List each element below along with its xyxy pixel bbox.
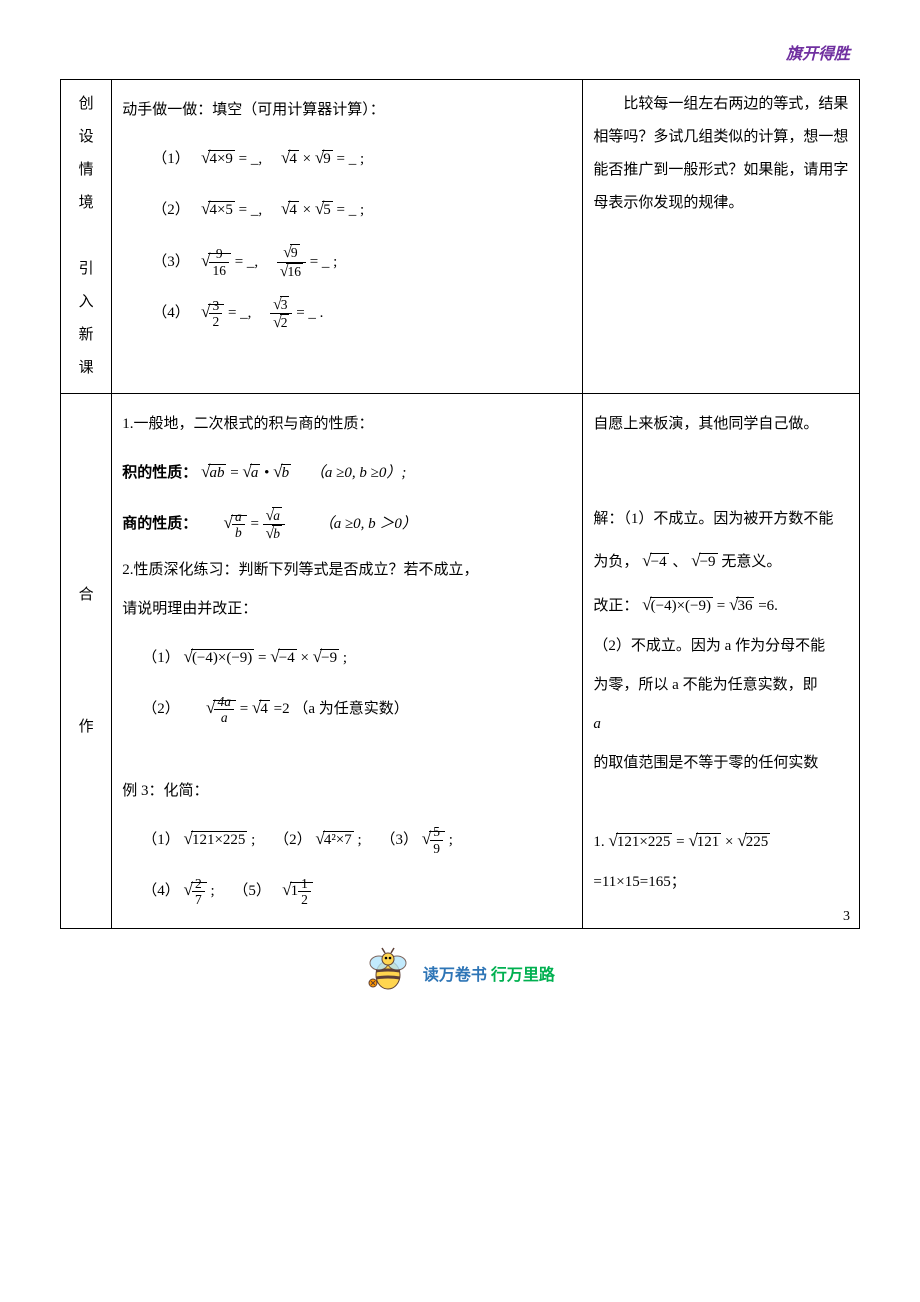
practice-1: （1） √(−4)×(−9) = √−4 × √−9 ;	[122, 636, 572, 677]
practice-intro-a: 2.性质深化练习：判断下列等式是否成立？若不成立，	[122, 554, 572, 587]
lesson-table: 创设情境引入新课 动手做一做：填空（可用计算器计算）： （1） √4×9 = _…	[60, 79, 860, 929]
property-intro: 1.一般地，二次根式的积与商的性质：	[122, 408, 572, 441]
table-row: 合作 1.一般地，二次根式的积与商的性质： 积的性质： √ab = √a • √…	[61, 394, 860, 929]
page-footer: 读万卷书 行万里路	[60, 945, 860, 1000]
solution-2d: 的取值范围是不等于零的任何实数	[593, 747, 849, 780]
note-volunteer: 自愿上来板演，其他同学自己做。	[593, 408, 849, 441]
solution-1a: 解：（1）不成立。因为被开方数不能	[593, 503, 849, 536]
fill-item-2: （2） √4×5 = _, √4 × √5 = _ ;	[122, 188, 572, 229]
practice-2: （2） √4aa = √4 =2 （a 为任意实数）	[122, 687, 572, 728]
section-note-2: 自愿上来板演，其他同学自己做。 解：（1）不成立。因为被开方数不能 为负， √−…	[583, 394, 860, 929]
section-label-2: 合作	[61, 394, 112, 929]
section-content-1: 动手做一做：填空（可用计算器计算）： （1） √4×9 = _, √4 × √9…	[112, 80, 583, 394]
solution-2a: （2）不成立。因为 a 作为分母不能	[593, 630, 849, 663]
footer-text: 读万卷书 行万里路	[423, 961, 555, 985]
intro-text: 动手做一做：填空（可用计算器计算）：	[122, 94, 572, 127]
fill-item-4: （4） √32 = _, √3√2 = _ .	[122, 291, 572, 332]
calc-2: =11×15=165；	[593, 866, 849, 899]
section-label-1: 创设情境引入新课	[61, 80, 112, 394]
example3-line2: （4） √27 ; （5） √112	[122, 869, 572, 910]
correction: 改正： √(−4)×(−9) = √36 =6.	[593, 586, 849, 624]
product-property: 积的性质： √ab = √a • √b （a ≥0, b ≥0）;	[122, 451, 572, 492]
section-note-1: 比较每一组左右两边的等式，结果相等吗？多试几组类似的计算，想一想能否推广到一般形…	[583, 80, 860, 394]
example3-line1: （1） √121×225 ; （2） √4²×7 ; （3） √59 ;	[122, 818, 572, 859]
fill-item-1: （1） √4×9 = _, √4 × √9 = _ ;	[122, 137, 572, 178]
calc-1: 1. √121×225 = √121 × √225	[593, 822, 849, 860]
section-content-2: 1.一般地，二次根式的积与商的性质： 积的性质： √ab = √a • √b （…	[112, 394, 583, 929]
bee-icon	[365, 945, 411, 1000]
solution-2c: a	[593, 708, 849, 741]
fill-item-3: （3） √916 = _, √9√16 = _ ;	[122, 240, 572, 281]
solution-2b: 为零，所以 a 不能为任意实数，即	[593, 669, 849, 702]
quotient-property: 商的性质： √ab = √a√b （a ≥0, b ＞0）	[122, 502, 572, 543]
example3-title: 例 3：化简：	[122, 775, 572, 808]
page-number: 3	[60, 909, 860, 925]
solution-1b: 为负， √−4 、 √−9 无意义。	[593, 542, 849, 580]
header-banner: 旗开得胜	[60, 40, 860, 64]
practice-intro-b: 请说明理由并改正：	[122, 593, 572, 626]
table-row: 创设情境引入新课 动手做一做：填空（可用计算器计算）： （1） √4×9 = _…	[61, 80, 860, 394]
